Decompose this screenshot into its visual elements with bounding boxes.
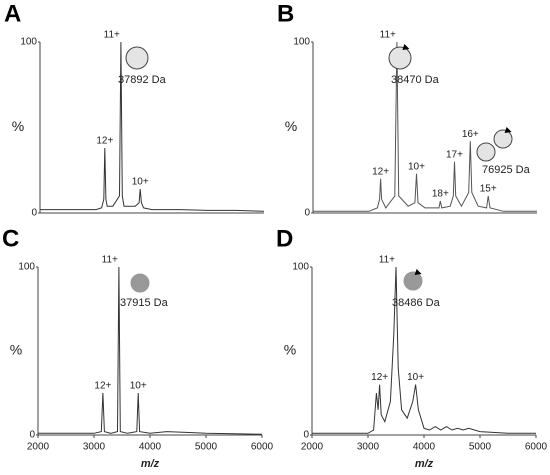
- x-tick-label: 2000: [27, 442, 50, 453]
- peak-label: 11+: [379, 255, 395, 266]
- x-tick-label: 3000: [357, 442, 380, 453]
- x-tick-label: 4000: [139, 442, 162, 453]
- spectrum-trace: [312, 266, 536, 434]
- peak-label: 16+: [462, 129, 479, 140]
- y-tick-label: 0: [31, 208, 37, 219]
- y-tick-label: 0: [303, 430, 309, 441]
- arrow-icon: [414, 269, 422, 275]
- peak-label: 15+: [480, 184, 497, 195]
- x-tick-label: 5000: [469, 442, 492, 453]
- y-tick-label: 100: [20, 37, 37, 48]
- mass-label: 37892 Da: [118, 74, 167, 86]
- spectrum-trace: [40, 41, 265, 212]
- x-tick-label: 6000: [525, 442, 548, 453]
- peak-label: 11+: [104, 30, 120, 41]
- x-tick-label: 4000: [413, 442, 436, 453]
- mass-label: 76925 Da: [482, 164, 531, 176]
- y-tick-label: 0: [304, 208, 310, 219]
- protein-icon: [403, 271, 423, 291]
- arrow-icon: [402, 44, 410, 50]
- panel-letter: D: [276, 225, 293, 252]
- protein-icon: [476, 142, 496, 162]
- peak-label: 12+: [372, 166, 389, 177]
- peak-label: 18+: [432, 189, 449, 200]
- peak-label: 10+: [132, 177, 149, 188]
- arrow-icon: [504, 127, 512, 133]
- peak-label: 12+: [96, 136, 113, 147]
- y-axis-label: %: [285, 118, 297, 134]
- spectrum-trace: [313, 41, 537, 212]
- peak-label: 11+: [102, 255, 118, 266]
- peak-label: 12+: [371, 372, 388, 383]
- peak-label: 10+: [130, 381, 147, 392]
- peak-label: 10+: [408, 161, 425, 172]
- y-axis-label: %: [12, 118, 24, 134]
- spectrum-trace: [38, 266, 263, 435]
- protein-icon: [130, 273, 150, 293]
- y-tick-label: 100: [293, 37, 310, 48]
- x-tick-label: 6000: [251, 442, 274, 453]
- y-tick-label: 100: [292, 262, 309, 273]
- peak-label: 11+: [380, 30, 396, 41]
- protein-icon: [388, 46, 412, 70]
- y-tick-label: 100: [18, 262, 35, 273]
- panel-letter: A: [4, 0, 21, 27]
- panel-letter: B: [277, 0, 294, 27]
- panel-letter: C: [2, 225, 19, 252]
- mass-label: 38470 Da: [391, 74, 440, 86]
- mass-label: 38486 Da: [392, 297, 441, 309]
- x-tick-label: 2000: [301, 442, 324, 453]
- y-axis-label: %: [10, 342, 22, 358]
- mass-label: 37915 Da: [120, 297, 169, 309]
- peak-label: 17+: [446, 149, 463, 160]
- peak-label: 12+: [94, 381, 111, 392]
- protein-icon: [125, 46, 149, 70]
- x-tick-label: 3000: [83, 442, 106, 453]
- y-axis-label: %: [284, 342, 296, 358]
- x-axis-label: m/z: [415, 458, 434, 470]
- protein-icon: [493, 129, 513, 149]
- x-axis-label: m/z: [141, 458, 160, 470]
- peak-label: 10+: [407, 372, 424, 383]
- x-tick-label: 5000: [195, 442, 218, 453]
- y-tick-label: 0: [29, 430, 35, 441]
